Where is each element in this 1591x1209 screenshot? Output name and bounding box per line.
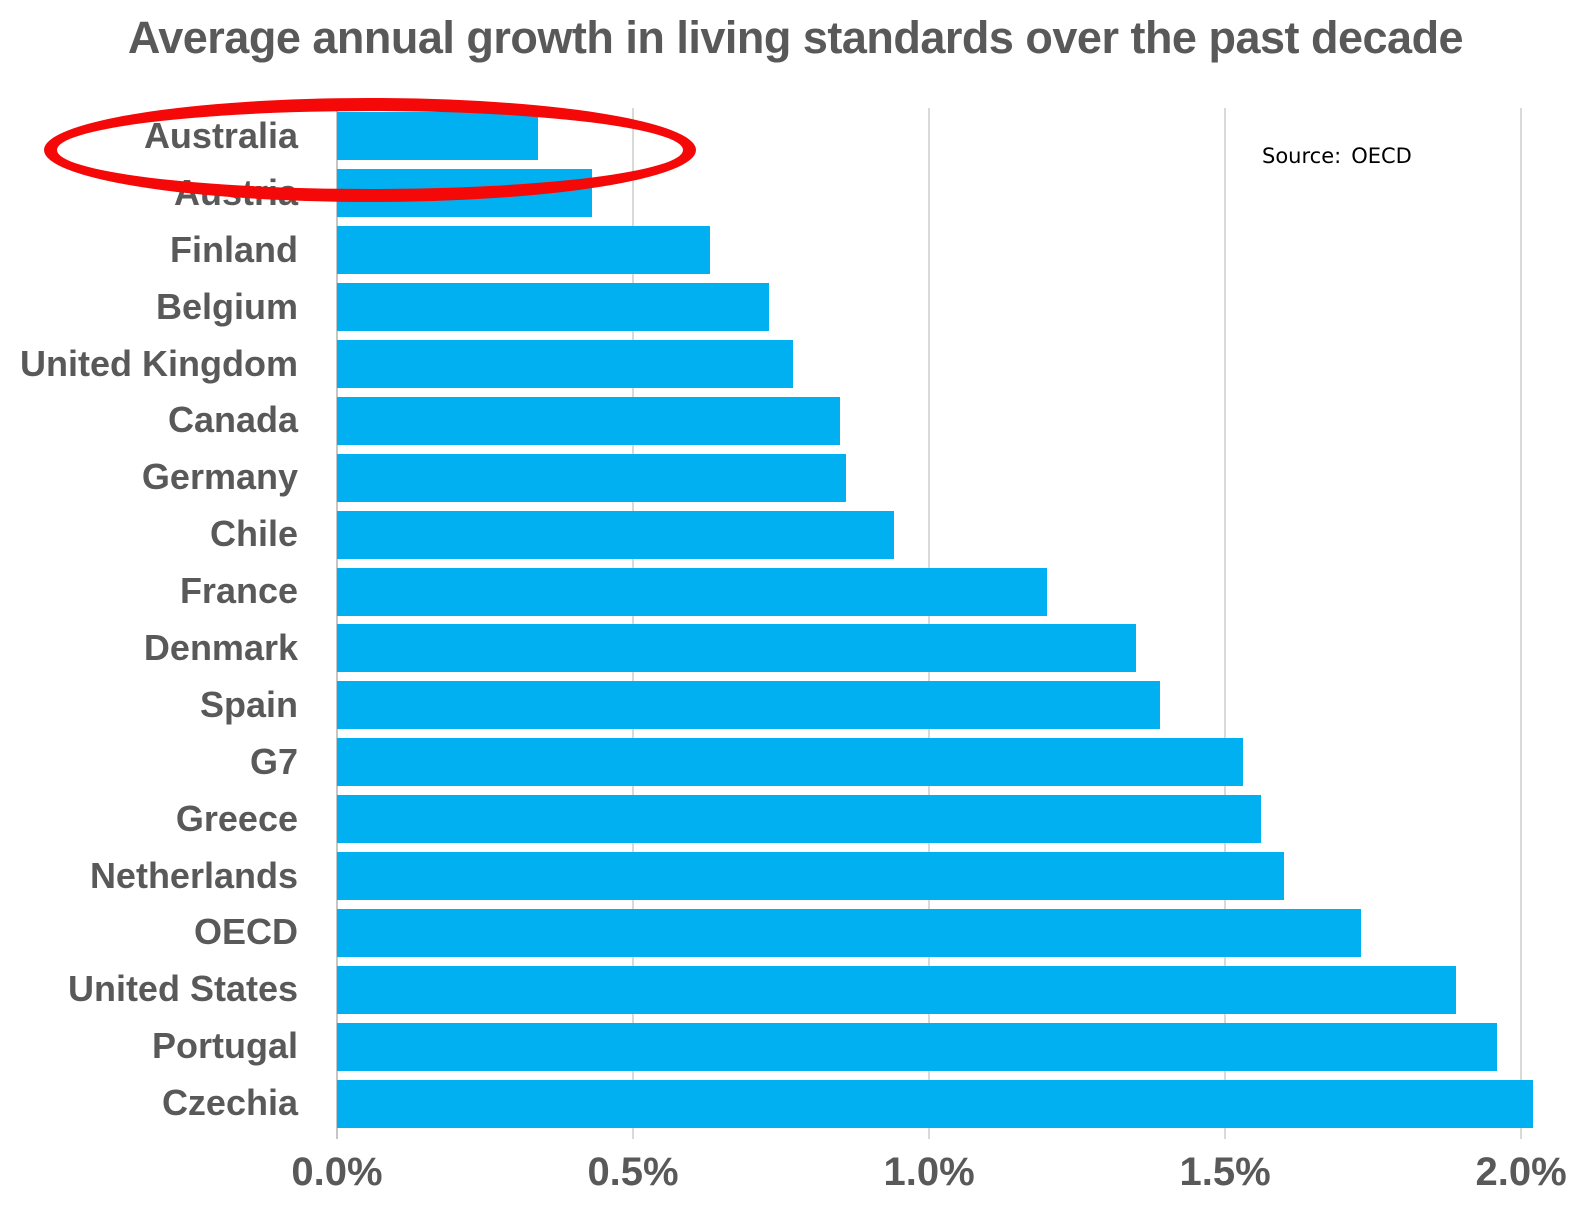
bar-chile [337, 510, 894, 559]
bar-czechia [337, 1079, 1533, 1128]
x-tick-label-1.5%: 1.5% [1179, 1150, 1271, 1194]
source-label: Source: [1262, 144, 1342, 168]
bar-g7 [337, 738, 1243, 787]
gridline [928, 108, 931, 1139]
category-label-australia: Australia [143, 115, 298, 156]
bar-netherlands [337, 852, 1285, 900]
category-label-belgium: Belgium [155, 285, 298, 327]
bar-united-kingdom [337, 340, 793, 388]
bar-austria [337, 169, 592, 218]
category-label-finland: Finland [170, 228, 298, 270]
plot-area [336, 108, 1591, 1139]
category-label-canada: Canada [167, 399, 298, 441]
category-label-spain: Spain [199, 683, 298, 725]
category-label-france: France [179, 570, 298, 612]
category-label-czechia: Czechia [161, 1082, 298, 1124]
bar-spain [337, 681, 1160, 730]
bar-finland [337, 226, 710, 275]
bar-portugal [337, 1022, 1498, 1071]
category-label-oecd: OECD [193, 911, 298, 953]
category-label-denmark: Denmark [143, 627, 298, 668]
axis-line-zero [336, 108, 338, 1139]
bar-belgium [337, 283, 770, 332]
category-label-greece: Greece [175, 797, 298, 839]
category-label-united-states: United States [67, 968, 298, 1010]
gridline [1224, 108, 1227, 1139]
bar-denmark [337, 624, 1137, 673]
source-value: OECD [1351, 144, 1412, 168]
bar-greece [337, 795, 1261, 844]
category-label-chile: Chile [209, 513, 298, 555]
x-tick-label-0.0%: 0.0% [291, 1150, 383, 1194]
gridline [1520, 108, 1523, 1139]
x-tick-label-1.0%: 1.0% [883, 1150, 975, 1194]
category-label-portugal: Portugal [151, 1025, 298, 1067]
category-label-austria: Austria [173, 171, 298, 213]
category-label-netherlands: Netherlands [89, 854, 298, 896]
bar-united-states [337, 965, 1456, 1014]
gridline [632, 108, 635, 1139]
bar-canada [337, 396, 841, 445]
source-note: Source: OECD [1262, 144, 1412, 168]
category-label-united-kingdom: United Kingdom [20, 342, 298, 384]
bar-oecd [337, 908, 1362, 957]
bar-germany [337, 453, 847, 502]
x-tick-label-0.5%: 0.5% [587, 1150, 679, 1194]
x-tick-label-2.0%: 2.0% [1475, 1150, 1567, 1194]
bar-australia [337, 112, 539, 161]
bar-france [337, 567, 1048, 616]
chart-title: Average annual growth in living standard… [127, 12, 1464, 63]
category-label-g7: G7 [249, 740, 298, 782]
category-label-germany: Germany [141, 456, 298, 498]
